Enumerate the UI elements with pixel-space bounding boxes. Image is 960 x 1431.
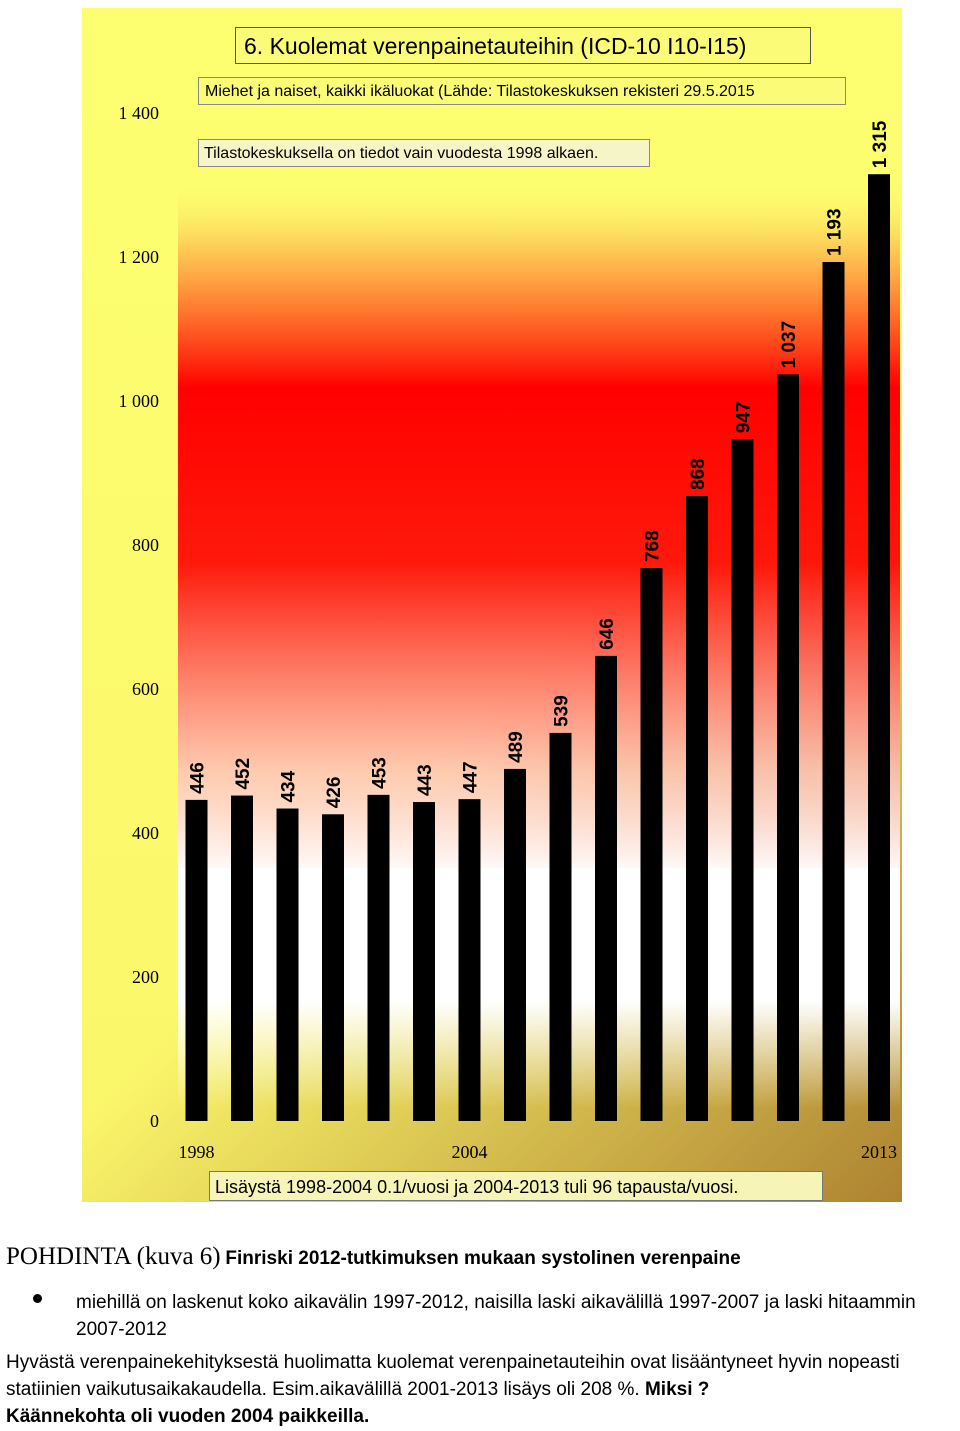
bar-2009 [686, 496, 708, 1121]
bar-2000 [276, 808, 299, 1121]
y-tick-label: 200 [132, 967, 159, 987]
bar-2013 [868, 174, 890, 1121]
bars-group [185, 174, 890, 1121]
bar-2002 [367, 794, 390, 1121]
discussion-paragraph-2: Käännekohta oli vuoden 2004 paikkeilla. [6, 1406, 370, 1427]
bar-value-label-2005: 489 [506, 731, 527, 763]
bar-value-label-2000: 434 [279, 770, 300, 802]
bar-value-label-2001: 426 [324, 777, 345, 809]
bar-chart: 0 200 400 600 800 1 000 1 200 1 400 446 452 434 42… [119, 103, 900, 1162]
chart-title: 6. Kuolemat verenpainetauteihin (ICD-10 … [235, 27, 811, 64]
bar-value-label-1999: 452 [233, 758, 254, 790]
bar-value-label-2006: 539 [552, 695, 573, 727]
y-tick-label: 400 [132, 823, 159, 843]
bar-2006 [549, 732, 572, 1121]
y-tick-label: 1 200 [119, 247, 160, 267]
chart-bottom-note: Lisäystä 1998-2004 0.1/vuosi ja 2004-201… [209, 1171, 823, 1201]
x-tick-label-1998: 1998 [179, 1142, 215, 1162]
y-tick-label: 800 [132, 535, 159, 555]
bullet-dot-icon [33, 1294, 42, 1303]
x-tick-label-2013: 2013 [861, 1142, 897, 1162]
x-axis: 1998 2004 2013 [179, 1142, 898, 1162]
bar-value-label-1998: 446 [188, 762, 209, 794]
bar-value-label-2007: 646 [597, 618, 618, 650]
bar-value-label-2003: 443 [415, 764, 436, 796]
y-tick-label: 0 [150, 1111, 159, 1131]
bar-2004 [458, 799, 481, 1121]
bar-2001 [322, 814, 344, 1121]
bar-2012 [822, 262, 845, 1121]
y-tick-label: 1 400 [119, 103, 160, 123]
discussion-bullet: miehillä on laskenut koko aikavälin 1997… [76, 1292, 916, 1340]
x-tick-label-2004: 2004 [452, 1142, 488, 1162]
bar-1998 [185, 799, 208, 1121]
y-tick-label: 1 000 [119, 391, 160, 411]
bar-value-label-2011: 1 037 [779, 321, 800, 369]
bar-2005 [504, 768, 526, 1121]
bar-value-label-2013: 1 315 [870, 120, 891, 168]
discussion-paragraph-1: Hyvästä verenpainekehityksestä huolimatt… [6, 1349, 956, 1403]
bar-2003 [413, 802, 435, 1121]
bar-value-label-2009: 868 [688, 458, 709, 490]
bar-value-labels: 446 452 434 426 453 443 447 489 539 646 768 868 947 1… [188, 120, 892, 808]
bar-2010 [731, 439, 754, 1121]
bar-value-label-2012: 1 193 [825, 208, 846, 256]
discussion-heading: POHDINTA (kuva 6) Finriski 2012-tutkimuk… [6, 1243, 956, 1272]
chart-panel: 0 200 400 600 800 1 000 1 200 1 400 446 452 434 42… [82, 8, 902, 1202]
discussion-question: Miksi ? [644, 1379, 710, 1400]
discussion-heading-text: Finriski 2012-tutkimuksen mukaan systoli… [225, 1248, 741, 1269]
bar-value-label-2010: 947 [734, 401, 755, 433]
bar-value-label-2008: 768 [643, 530, 664, 562]
bar-value-label-2002: 453 [370, 757, 391, 789]
chart-subtitle: Miehet ja naiset, kaikki ikäluokat (Lähd… [198, 77, 846, 105]
bar-value-label-2004: 447 [461, 761, 482, 793]
chart-data-note: Tilastokeskuksella on tiedot vain vuodes… [198, 139, 650, 167]
discussion-paragraph-1-text: Hyvästä verenpainekehityksestä huolimatt… [6, 1352, 900, 1400]
y-axis: 0 200 400 600 800 1 000 1 200 1 400 [119, 103, 160, 1131]
bar-2011 [777, 374, 799, 1121]
bar-2008 [640, 568, 663, 1121]
bar-2007 [595, 655, 617, 1121]
y-tick-label: 600 [132, 679, 159, 699]
bar-1999 [231, 795, 253, 1121]
discussion-heading-title: POHDINTA (kuva 6) [6, 1243, 221, 1270]
